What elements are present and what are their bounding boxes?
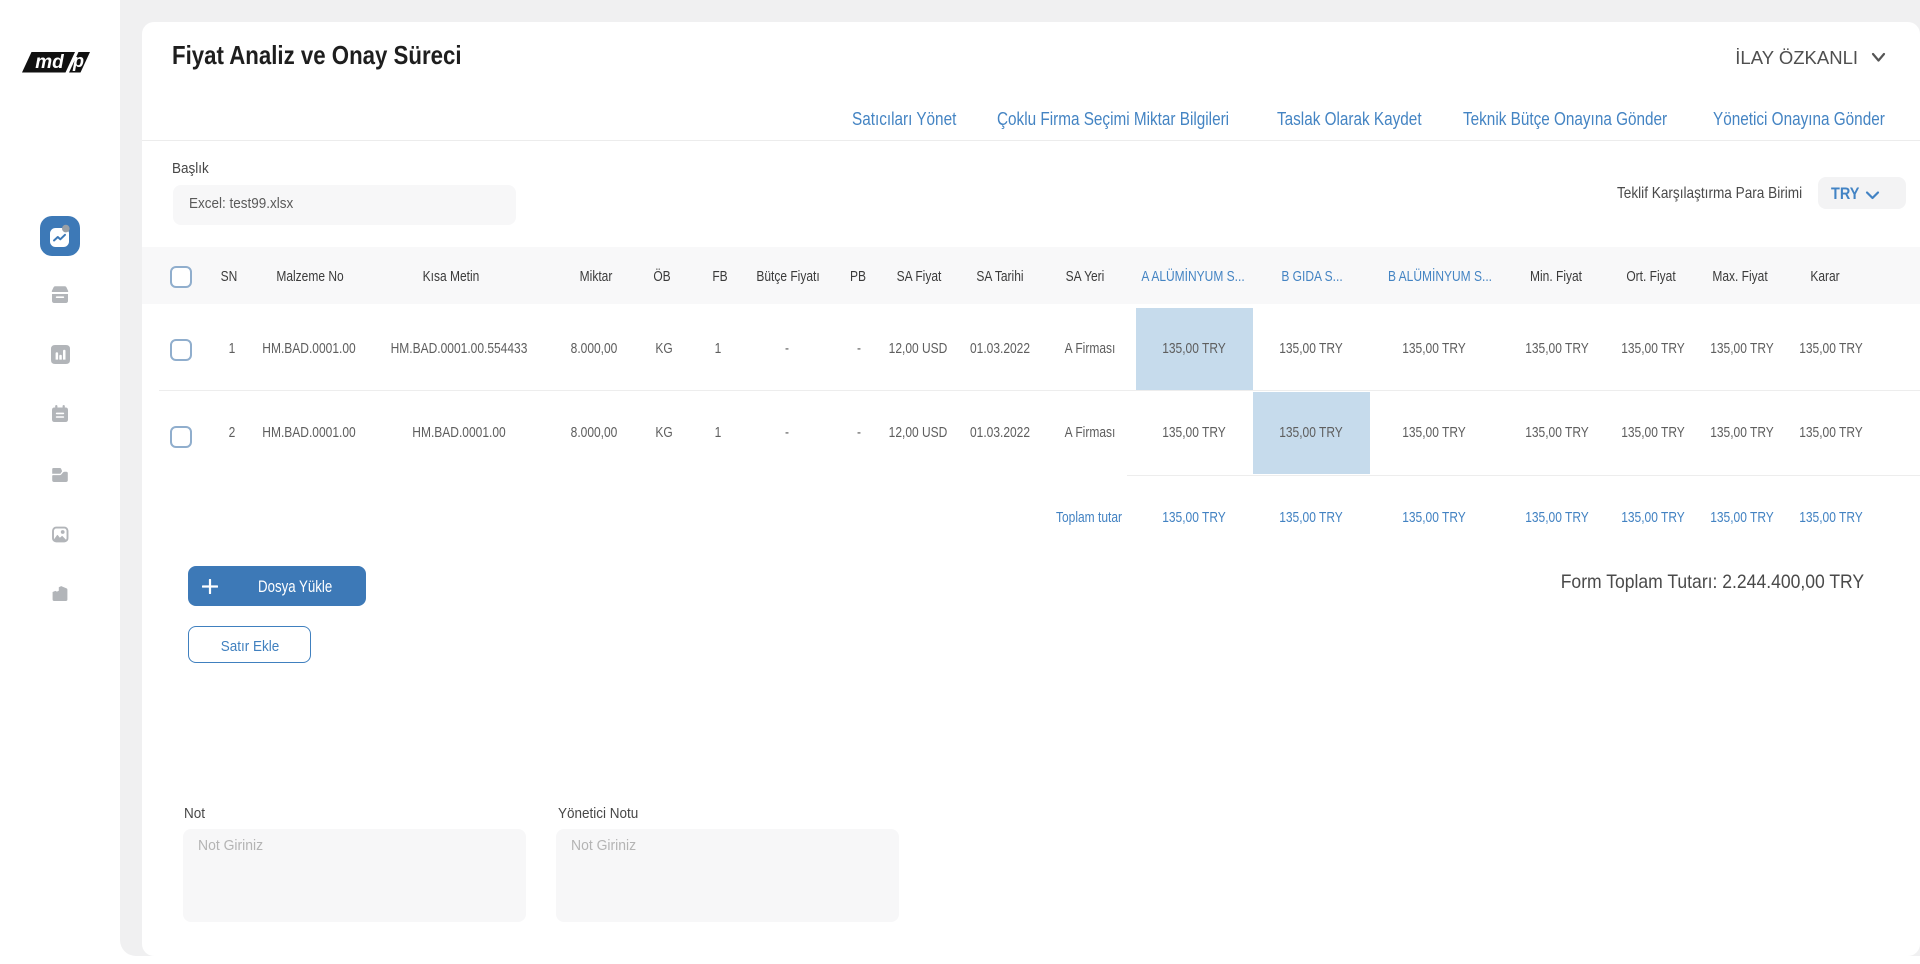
svg-text:p: p — [72, 52, 84, 71]
svg-text:md: md — [35, 52, 64, 73]
